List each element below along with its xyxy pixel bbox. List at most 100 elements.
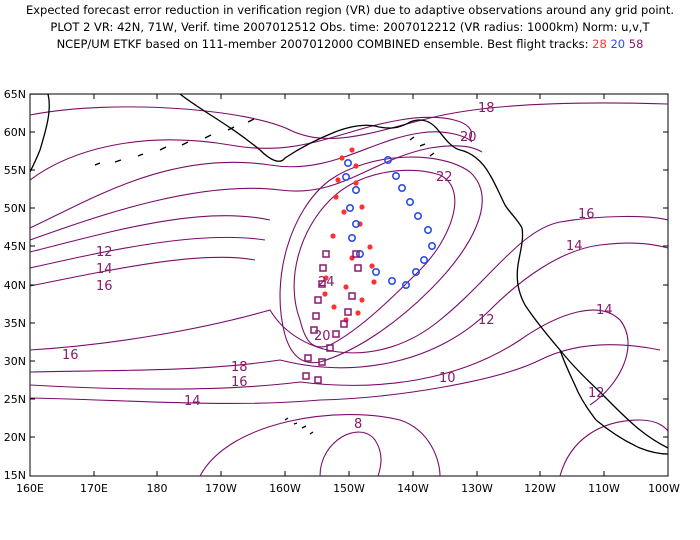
lat-tick-label: 25N (4, 393, 26, 406)
lat-tick-label: 45N (4, 240, 26, 253)
track-28-label: 28 (592, 37, 607, 51)
track-58-point (318, 358, 326, 366)
contour-label: 18 (478, 101, 495, 116)
track-28-point (371, 279, 377, 285)
title-line-2: PLOT 2 VR: 42N, 71W, Verif. time 2007012… (50, 20, 650, 34)
track-20-point (387, 276, 396, 285)
map-axes: 160E 170E 180 170W 160W 150W 140W 130W 1… (4, 88, 680, 495)
lat-tick-label: 65N (4, 88, 26, 101)
contour-label: 12 (478, 313, 495, 328)
lat-tick-label: 50N (4, 202, 26, 215)
track-58-point (332, 330, 340, 338)
lat-tick-label: 35N (4, 317, 26, 330)
flight-tracks (302, 147, 436, 384)
lat-tick-label: 60N (4, 126, 26, 139)
track-58-point (302, 372, 310, 380)
lon-axis: 160E 170E 180 170W 160W 150W 140W 130W 1… (16, 482, 680, 495)
track-58-label: 58 (628, 37, 644, 51)
track-58-point (314, 296, 322, 304)
contour-line (279, 156, 483, 364)
title-line-3: NCEP/UM ETKF based on 111-member 2007012… (0, 36, 700, 53)
contour-label: 20 (314, 329, 331, 344)
track-58-point (310, 326, 318, 334)
track-58-point (304, 354, 312, 362)
track-28-point (353, 180, 359, 186)
track-28-point (335, 177, 341, 183)
track-20-point (411, 267, 420, 276)
track-20-point (355, 250, 364, 259)
contour-label: 12 (96, 245, 113, 260)
contour-labels: 18 20 22 16 14 12 14 16 24 12 14 20 16 1… (62, 101, 613, 432)
track-58-point (326, 344, 334, 352)
track-28-point (341, 209, 347, 215)
track-58-point (314, 376, 322, 384)
track-20-point (383, 156, 392, 165)
contour-label: 16 (578, 207, 595, 222)
contour-label: 14 (184, 394, 201, 409)
track-20-point (427, 242, 436, 251)
contour-label: 14 (96, 262, 113, 277)
alaska-islands (409, 136, 435, 157)
title-line-3-text: NCEP/UM ETKF based on 111-member 2007012… (56, 37, 593, 51)
track-28-point (331, 304, 337, 310)
lon-tick-label: 160E (16, 482, 44, 495)
contour-line (30, 102, 668, 140)
track-20-label: 20 (610, 37, 626, 51)
contour-label: 18 (231, 360, 248, 375)
lat-tick-label: 20N (4, 431, 26, 444)
contour-label: 24 (318, 275, 335, 290)
contour-label: 22 (436, 170, 453, 185)
mexico-coast (595, 419, 668, 455)
contour-line (30, 131, 473, 229)
lat-tick-label: 55N (4, 164, 26, 177)
track-28-point (355, 310, 361, 316)
track-28-point (367, 244, 373, 250)
contour-lines (30, 102, 668, 476)
track-58-point (312, 312, 320, 320)
track-20-point (345, 204, 354, 213)
track-20-point (401, 280, 410, 289)
track-20-point (343, 159, 352, 168)
hawaii-islands (284, 417, 314, 435)
track-28-point (343, 284, 349, 290)
track-20-point (397, 184, 406, 193)
kamchatka-coast (30, 94, 50, 173)
lon-tick-label: 150W (333, 482, 365, 495)
track-58-point (318, 280, 326, 288)
title-block: Expected forecast error reduction in ver… (0, 2, 700, 53)
track-58-point (348, 292, 356, 300)
contour-label: 20 (460, 130, 477, 145)
lon-tick-label: 170E (80, 482, 108, 495)
track-20-point (351, 186, 360, 195)
lat-tick-label: 15N (4, 469, 26, 482)
lon-tick-label: 110W (588, 482, 620, 495)
contour-label: 16 (231, 375, 248, 390)
contour-line (559, 419, 668, 476)
contour-line (319, 431, 382, 476)
lat-tick-label: 30N (4, 355, 26, 368)
contour-line (30, 242, 668, 373)
lon-tick-label: 140W (397, 482, 429, 495)
track-20-point (351, 220, 360, 229)
track-20-point (391, 172, 400, 181)
track-28-point (333, 194, 339, 200)
lon-tick-label: 100W (648, 482, 680, 495)
lon-tick-label: 120W (524, 482, 556, 495)
track-20-point (419, 255, 428, 264)
track-20-point (423, 226, 432, 235)
contour-line (30, 236, 266, 269)
track-28-point (359, 204, 365, 210)
track-28-point (323, 275, 329, 281)
lon-tick-label: 130W (461, 482, 493, 495)
north-america-coast (179, 94, 668, 449)
contour-line (30, 145, 483, 241)
track-28-point (353, 163, 359, 169)
contour-label: 10 (439, 371, 456, 386)
baja-coast (559, 349, 597, 421)
coastlines (30, 94, 668, 455)
contour-line (199, 413, 441, 476)
map-frame (29, 93, 669, 477)
track-28-point (343, 317, 349, 323)
track-20-point (341, 173, 350, 182)
